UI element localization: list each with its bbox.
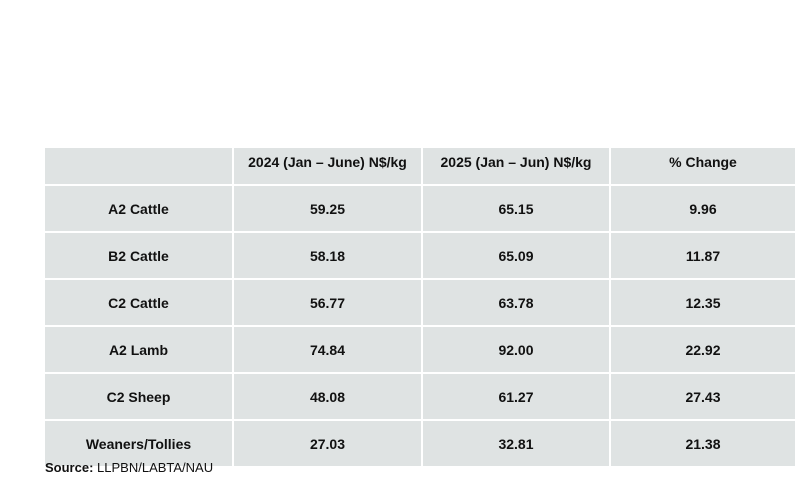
cell: 21.38 [609,419,795,466]
cell: 27.43 [609,372,795,421]
cell: 92.00 [421,325,611,374]
cell: 32.81 [421,419,611,466]
header-cell: 2024 (Jan – June) N$/kg [232,148,423,186]
cell: 58.18 [232,231,423,280]
table-row: A2 Cattle 59.25 65.15 9.96 [45,184,795,233]
price-table: 2024 (Jan – June) N$/kg 2025 (Jan – Jun) … [45,148,795,466]
cell: 22.92 [609,325,795,374]
cell: 74.84 [232,325,423,374]
row-label: C2 Sheep [45,372,234,421]
header-cell: % Change [609,148,795,186]
table-body: A2 Cattle 59.25 65.15 9.96 B2 Cattle 58.18 65.… [45,184,795,466]
row-label: B2 Cattle [45,231,234,280]
row-label: A2 Cattle [45,184,234,233]
source-line: Source: LLPBN/LABTA/NAU [45,460,213,475]
table-row: Weaners/Tollies 27.03 32.81 21.38 [45,419,795,466]
table-row: A2 Lamb 74.84 92.00 22.92 [45,325,795,374]
cell: 11.87 [609,231,795,280]
source-text: LLPBN/LABTA/NAU [97,460,214,475]
row-label: C2 Cattle [45,278,234,327]
table-row: C2 Cattle 56.77 63.78 12.35 [45,278,795,327]
cell: 59.25 [232,184,423,233]
cell: 12.35 [609,278,795,327]
header-row: 2024 (Jan – June) N$/kg 2025 (Jan – Jun) … [45,148,795,186]
row-label: Weaners/Tollies [45,419,234,466]
cell: 61.27 [421,372,611,421]
header-cell [45,148,234,186]
row-label: A2 Lamb [45,325,234,374]
cell: 27.03 [232,419,423,466]
table-row: C2 Sheep 48.08 61.27 27.43 [45,372,795,421]
cell: 63.78 [421,278,611,327]
cell: 9.96 [609,184,795,233]
cell: 65.15 [421,184,611,233]
cell: 65.09 [421,231,611,280]
cell: 48.08 [232,372,423,421]
source-label: Source: [45,460,94,475]
cell: 56.77 [232,278,423,327]
header-cell: 2025 (Jan – Jun) N$/kg [421,148,611,186]
table-row: B2 Cattle 58.18 65.09 11.87 [45,231,795,280]
